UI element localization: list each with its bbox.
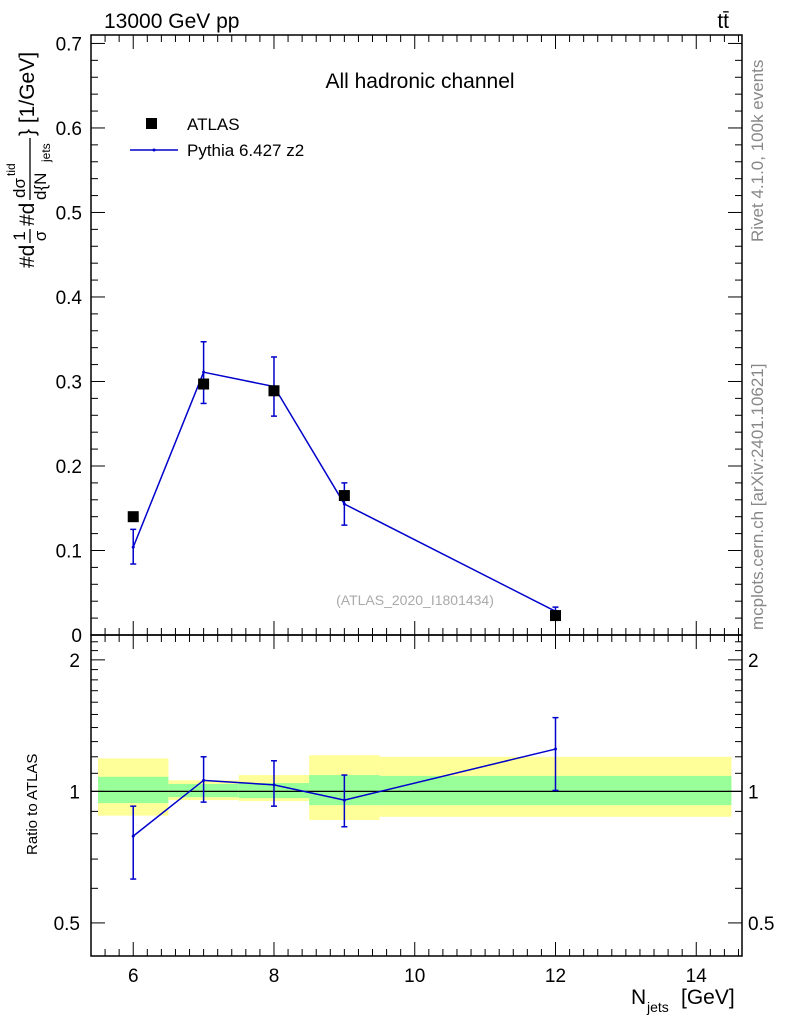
y-tick-label: 0 (71, 626, 82, 647)
x-tick-label: 6 (128, 966, 139, 987)
ratio-ylabel: Ratio to ATLAS (24, 754, 41, 855)
ylabel-frac2-den-sub: jets (39, 143, 53, 163)
xlabel-sub: jets (646, 999, 669, 1015)
y-tick-label: 0.6 (56, 119, 82, 140)
legend-pythia-marker (152, 148, 156, 152)
ylabel-frac2-den: d{N (31, 173, 50, 200)
ylabel-prefix: #d (16, 245, 39, 268)
atlas-data-point (338, 490, 350, 502)
ratio-point (202, 778, 206, 782)
legend: ATLAS Pythia 6.427 z2 (130, 115, 304, 160)
y-tick-label: 0.7 (56, 34, 82, 55)
legend-atlas-marker (146, 118, 157, 129)
ylabel-suffix: } [1/GeV] (16, 52, 39, 136)
ratio-point (342, 798, 346, 802)
y-tick-label-right: 0.5 (748, 914, 774, 935)
ylabel-frac2-sup: tid (4, 163, 18, 176)
atlas-data-point (198, 378, 210, 390)
mcplots-source-label: mcplots.cern.ch [arXiv:2401.10621] (748, 364, 767, 630)
atlas-data-point (127, 511, 139, 523)
x-tick-label: 8 (269, 966, 280, 987)
y-tick-label-right: 1 (748, 782, 759, 803)
ylabel-mid: #d (16, 203, 39, 226)
main-ylabel: #d 1 σ #d dσ tid d{N jets } [1/GeV] (4, 52, 53, 268)
ratio-xlabel: N jets [GeV] (631, 986, 735, 1015)
ylabel-frac1-den: σ (31, 230, 50, 241)
ylabel-frac1-num: 1 (10, 231, 29, 240)
atlas-data-point (549, 610, 561, 622)
pythia-point (202, 370, 206, 374)
legend-atlas-label: ATLAS (187, 115, 240, 134)
x-tick-label: 12 (545, 966, 566, 987)
y-tick-label-left: 0.5 (54, 914, 80, 935)
pythia-point (342, 502, 346, 506)
ratio-point (131, 834, 135, 838)
ratio-point (553, 747, 557, 751)
x-tick-label: 14 (686, 966, 708, 987)
main-ticks: 0 0.1 0.2 0.3 0.4 0.5 0.6 0.7 (56, 34, 742, 647)
y-tick-label: 0.2 (56, 457, 82, 478)
ratio-panel: 6 8 10 12 140.5 0.51 12 2 Ratio to ATLAS N jets… (24, 634, 774, 1015)
ratio-ticks: 6 8 10 12 140.5 0.51 12 2 (54, 635, 774, 987)
y-tick-label-left: 1 (69, 782, 80, 803)
process-label: tt̄ (717, 10, 729, 33)
xlabel-unit: [GeV] (681, 986, 735, 1009)
y-tick-label: 0.5 (56, 203, 82, 224)
pythia-point (131, 545, 135, 549)
legend-pythia-label: Pythia 6.427 z2 (187, 141, 304, 160)
rivet-version-label: Rivet 4.1.0, 100k events (748, 60, 767, 242)
main-title: All hadronic channel (325, 70, 514, 93)
ratio-point (272, 783, 276, 787)
y-tick-label-left: 2 (69, 651, 80, 672)
ratio-plot-area (91, 716, 742, 880)
ylabel-frac2-num: dσ (10, 178, 29, 198)
main-panel: 0 0.1 0.2 0.3 0.4 0.5 0.6 0.7 All hadronic chan… (4, 34, 743, 647)
y-tick-label: 0.1 (56, 541, 82, 562)
x-tick-label: 10 (404, 966, 425, 987)
atlas-data-point (268, 385, 280, 397)
y-tick-label-right: 2 (748, 651, 759, 672)
y-tick-label: 0.3 (56, 372, 82, 393)
y-tick-label: 0.4 (56, 288, 83, 309)
analysis-tag: (ATLAS_2020_I1801434) (336, 592, 494, 608)
uncertainty-band-inner (98, 776, 169, 804)
xlabel-main: N (631, 986, 646, 1009)
energy-label: 13000 GeV pp (104, 10, 239, 33)
ratio-frame (90, 634, 743, 957)
main-plot-area (127, 341, 561, 622)
